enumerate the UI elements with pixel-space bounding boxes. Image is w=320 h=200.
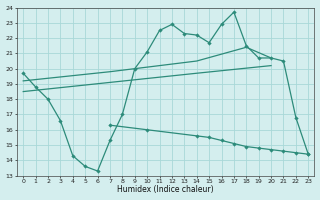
X-axis label: Humidex (Indice chaleur): Humidex (Indice chaleur) [117,185,214,194]
